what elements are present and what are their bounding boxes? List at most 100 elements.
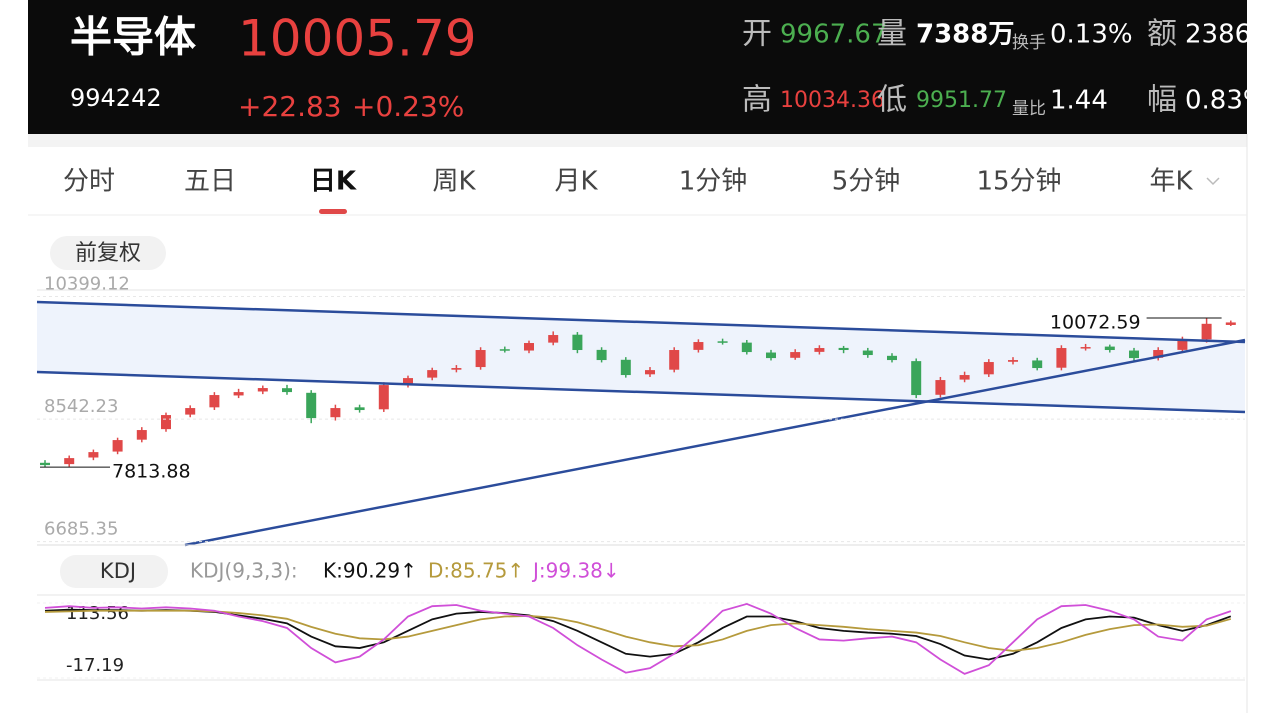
candle-body	[620, 359, 631, 376]
tab[interactable]: 年K	[1149, 167, 1193, 197]
candle-body	[475, 350, 486, 368]
tab[interactable]: 5分钟	[832, 167, 901, 197]
candle-body	[717, 341, 728, 343]
legend-entry: K:90.29↑	[323, 559, 417, 583]
kdj-line	[44, 602, 1232, 675]
candle-body	[403, 378, 413, 385]
candle-body	[354, 407, 365, 411]
price-change-pct: +0.23%	[352, 90, 464, 123]
stat-label: 开	[742, 17, 772, 52]
price-change: +22.83	[238, 90, 342, 123]
candle-body	[330, 408, 341, 418]
candle-body	[499, 349, 510, 351]
y-tick-label: 8542.23	[44, 396, 118, 417]
stat-value: 9951.77	[916, 88, 1007, 113]
candle-body	[887, 355, 897, 361]
candle-body	[1032, 360, 1043, 369]
candle-body	[596, 349, 607, 361]
trend-line	[36, 370, 1246, 414]
indicator-label[interactable]: KDJ	[100, 559, 136, 583]
header: 半导体 10005.79 994242 +22.83 +0.23% 开 9967.…	[28, 0, 1268, 134]
candle-body	[838, 347, 849, 351]
stat-value: 0.83%	[1185, 86, 1268, 116]
stat-value: 7388万	[916, 20, 1014, 50]
candle-body	[645, 370, 655, 375]
tab[interactable]: 日K	[310, 167, 357, 197]
indicator-button[interactable]	[60, 555, 168, 588]
stat-value: 1.44	[1050, 86, 1108, 116]
legend-entry: J:99.38↓	[531, 559, 620, 583]
candle-body	[572, 334, 583, 351]
candle-body	[911, 361, 922, 396]
candle-body	[378, 385, 389, 410]
tab[interactable]: 月K	[554, 167, 598, 197]
candle-body	[1008, 360, 1018, 362]
stat-label: 量	[877, 17, 907, 52]
stat-label: 额	[1147, 17, 1177, 52]
candle-body	[40, 462, 50, 466]
candle-body	[983, 362, 994, 375]
y-tick-label: 6685.35	[44, 519, 118, 540]
candle-body	[1201, 323, 1212, 340]
stock-price: 10005.79	[238, 10, 477, 68]
candle-body	[427, 370, 438, 378]
y-tick-label: 10399.12	[44, 273, 130, 294]
stat-label: 低	[877, 83, 907, 118]
candle-body	[306, 392, 317, 419]
candle-body	[282, 388, 292, 393]
candle-body	[1153, 350, 1164, 358]
stat-label: 高	[742, 83, 772, 118]
candle-body	[112, 440, 123, 452]
tab[interactable]: 周K	[432, 167, 476, 197]
candles	[40, 318, 1236, 468]
header-bg	[28, 0, 1247, 134]
candle-body	[766, 352, 776, 359]
kdj-line	[44, 608, 1232, 661]
candle-body	[451, 368, 462, 370]
adjust-button[interactable]	[50, 236, 166, 270]
candle-body	[1104, 346, 1115, 351]
candle-body	[136, 430, 147, 440]
tab[interactable]: 分时	[63, 167, 115, 197]
stat-value: 2386	[1185, 20, 1251, 50]
candle-body	[209, 395, 220, 408]
y-tick-label: -17.19	[66, 655, 124, 676]
candle-body	[233, 392, 244, 396]
tab[interactable]: 五日	[184, 167, 236, 197]
candle-body	[669, 350, 680, 370]
tab-indicator	[319, 209, 347, 214]
candle-body	[1225, 322, 1236, 325]
stat-label: 量比	[1012, 99, 1046, 119]
stock-code: 994242	[70, 84, 162, 112]
stat-value: 10034.36	[780, 88, 885, 113]
indicator-params: KDJ(9,3,3):	[190, 559, 298, 583]
separator	[28, 134, 1247, 147]
candle-body	[257, 388, 268, 392]
stat-value: 0.13%	[1050, 20, 1133, 50]
candle-body	[1177, 340, 1188, 350]
stat-label: 幅	[1147, 83, 1177, 118]
max-label: 10072.59	[1050, 312, 1141, 334]
candle-body	[185, 408, 196, 415]
dropdown-icon[interactable]	[1206, 177, 1220, 186]
stat-value: 9967.67	[780, 20, 888, 50]
min-label: 7813.88	[112, 461, 191, 483]
candle-body	[524, 343, 534, 351]
candle-body	[741, 342, 752, 353]
adjust-label[interactable]: 前复权	[75, 241, 141, 266]
candle-body	[548, 335, 559, 343]
candle-body	[862, 350, 873, 356]
tab[interactable]: 1分钟	[679, 167, 748, 197]
trend-line	[184, 338, 1246, 547]
candle-body	[1129, 350, 1139, 359]
candle-body	[1056, 348, 1067, 368]
candle-body	[959, 375, 970, 380]
tab[interactable]: 15分钟	[976, 167, 1061, 197]
candle-body	[814, 348, 825, 352]
candle-body	[693, 342, 704, 350]
candle-body	[935, 380, 946, 395]
legend-entry: D:85.75↑	[428, 559, 524, 583]
candle-body	[64, 458, 75, 465]
candle-body	[88, 452, 99, 458]
